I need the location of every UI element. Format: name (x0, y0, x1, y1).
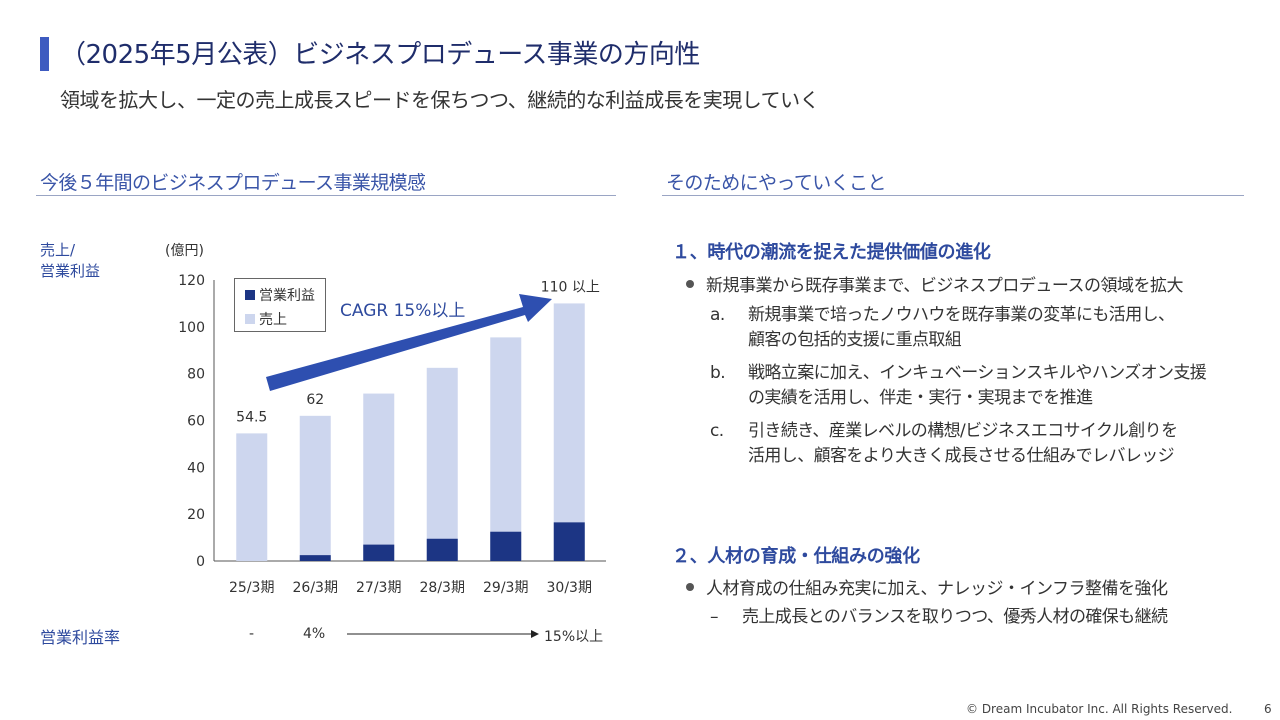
y-axis: 0 20 40 60 80 100 120 (178, 273, 606, 570)
bar-revenue (299, 415, 331, 561)
item2-sub-text: 売上成長とのバランスを取りつつ、優秀人材の確保も継続 (742, 607, 1168, 627)
operating-margin-label: 営業利益率 (40, 628, 121, 647)
legend-item-profit: 営業利益 (245, 285, 315, 305)
copyright: © Dream Incubator Inc. All Rights Reserv… (966, 702, 1233, 716)
margin-value-2: 4% (303, 626, 326, 642)
sub-text-line2: 活用し、顧客をより大きく成長させる仕組みでレバレッジ (748, 446, 1175, 466)
y-tick-label: 0 (196, 554, 205, 570)
sub-marker: c. (710, 421, 724, 441)
bars (236, 303, 585, 561)
bar-revenue (363, 393, 395, 561)
chart-legend: 営業利益 売上 (234, 278, 326, 332)
y-tick-label: 80 (187, 367, 205, 383)
left-section-rule (36, 195, 616, 196)
y-tick-label: 20 (187, 507, 205, 523)
page-subtitle: 領域を拡大し、一定の売上成長スピードを保ちつつ、継続的な利益成長を実現していく (60, 88, 820, 112)
sub-text-line2: 顧客の包括的支援に重点取組 (748, 330, 962, 350)
item1-bullet-text: 新規事業から既存事業まで、ビジネスプロデュースの領域を拡大 (706, 276, 1183, 296)
sub-marker: b. (710, 363, 726, 383)
bar-operating-profit (299, 555, 331, 561)
unit-label: (億円) (165, 243, 204, 259)
legend-label-profit: 営業利益 (259, 288, 315, 304)
x-axis-labels: 25/3期 26/3期 27/3期 28/3期 29/3期 30/3期 (229, 580, 592, 596)
cagr-arrow (266, 294, 552, 391)
y-tick-label: 120 (178, 273, 205, 289)
x-tick-label: 25/3期 (229, 580, 274, 596)
axis-title: 売上/ 営業利益 (40, 240, 100, 282)
x-tick-label: 27/3期 (356, 580, 401, 596)
item1-bullet: 新規事業から既存事業まで、ビジネスプロデュースの領域を拡大 (686, 271, 1183, 296)
title-accent-bar (40, 37, 49, 71)
bar-revenue (553, 303, 585, 561)
margin-value-1: - (249, 626, 255, 642)
x-tick-label: 29/3期 (483, 580, 528, 596)
axis-title-line2: 営業利益 (40, 262, 101, 280)
item1-title: １、時代の潮流を捉えた提供価値の進化 (672, 242, 991, 263)
bar-data-label: 110 以上 (541, 279, 600, 295)
bar-revenue (426, 367, 458, 561)
sub-marker: a. (710, 305, 725, 325)
bar-operating-profit (553, 522, 585, 561)
right-section-rule (662, 195, 1244, 196)
item2-title: ２、人材の育成・仕組みの強化 (672, 546, 920, 567)
sub-marker: – (710, 607, 719, 627)
left-section-heading: 今後５年間のビジネスプロデュース事業規模感 (40, 172, 426, 194)
sub-text-line1: 引き続き、産業レベルの構想/ビジネスエコサイクル創りを (748, 421, 1178, 441)
right-section-heading: そのためにやっていくこと (666, 172, 886, 194)
x-tick-label: 28/3期 (420, 580, 465, 596)
legend-swatch-profit (245, 290, 255, 300)
y-tick-label: 60 (187, 414, 205, 430)
x-tick-label: 30/3期 (547, 580, 592, 596)
y-tick-label: 100 (178, 320, 205, 336)
legend-item-revenue: 売上 (245, 309, 287, 329)
revenue-profit-chart: 0 20 40 60 80 100 120 25/3期 26/3期 27/3期 28/3期 29/3… (178, 273, 606, 638)
sub-text-line1: 新規事業で培ったノウハウを既存事業の変革にも活用し、 (748, 305, 1175, 325)
bar-operating-profit (426, 538, 458, 561)
data-labels: 54.5 62 110 以上 (236, 279, 600, 425)
sub-text-line1: 戦略立案に加え、インキュベーションスキルやハンズオン支援 (748, 363, 1207, 383)
item2-bullet-text: 人材育成の仕組み充実に加え、ナレッジ・インフラ整備を強化 (706, 579, 1168, 599)
sub-text-line2: の実績を活用し、伴走・実行・実現までを推進 (748, 388, 1093, 408)
bullet-dot (686, 280, 694, 288)
legend-swatch-revenue (245, 314, 255, 324)
y-tick-label: 40 (187, 460, 205, 476)
page-number: 6 (1264, 702, 1272, 716)
x-tick-label: 26/3期 (293, 580, 338, 596)
bar-revenue (236, 433, 268, 561)
bar-operating-profit (490, 531, 522, 561)
axis-title-line1: 売上/ (40, 241, 76, 259)
item2-bullet: 人材育成の仕組み充実に加え、ナレッジ・インフラ整備を強化 (686, 574, 1168, 599)
cagr-label: CAGR 15%以上 (340, 301, 466, 321)
legend-label-revenue: 売上 (259, 312, 287, 328)
page-title: （2025年5月公表）ビジネスプロデュース事業の方向性 (60, 40, 700, 70)
bullet-dot (686, 583, 694, 591)
margin-value-3: 15%以上 (544, 629, 604, 645)
bar-revenue (490, 337, 522, 561)
bar-data-label: 62 (306, 392, 324, 408)
bar-data-label: 54.5 (236, 409, 267, 425)
bar-operating-profit (363, 544, 395, 561)
